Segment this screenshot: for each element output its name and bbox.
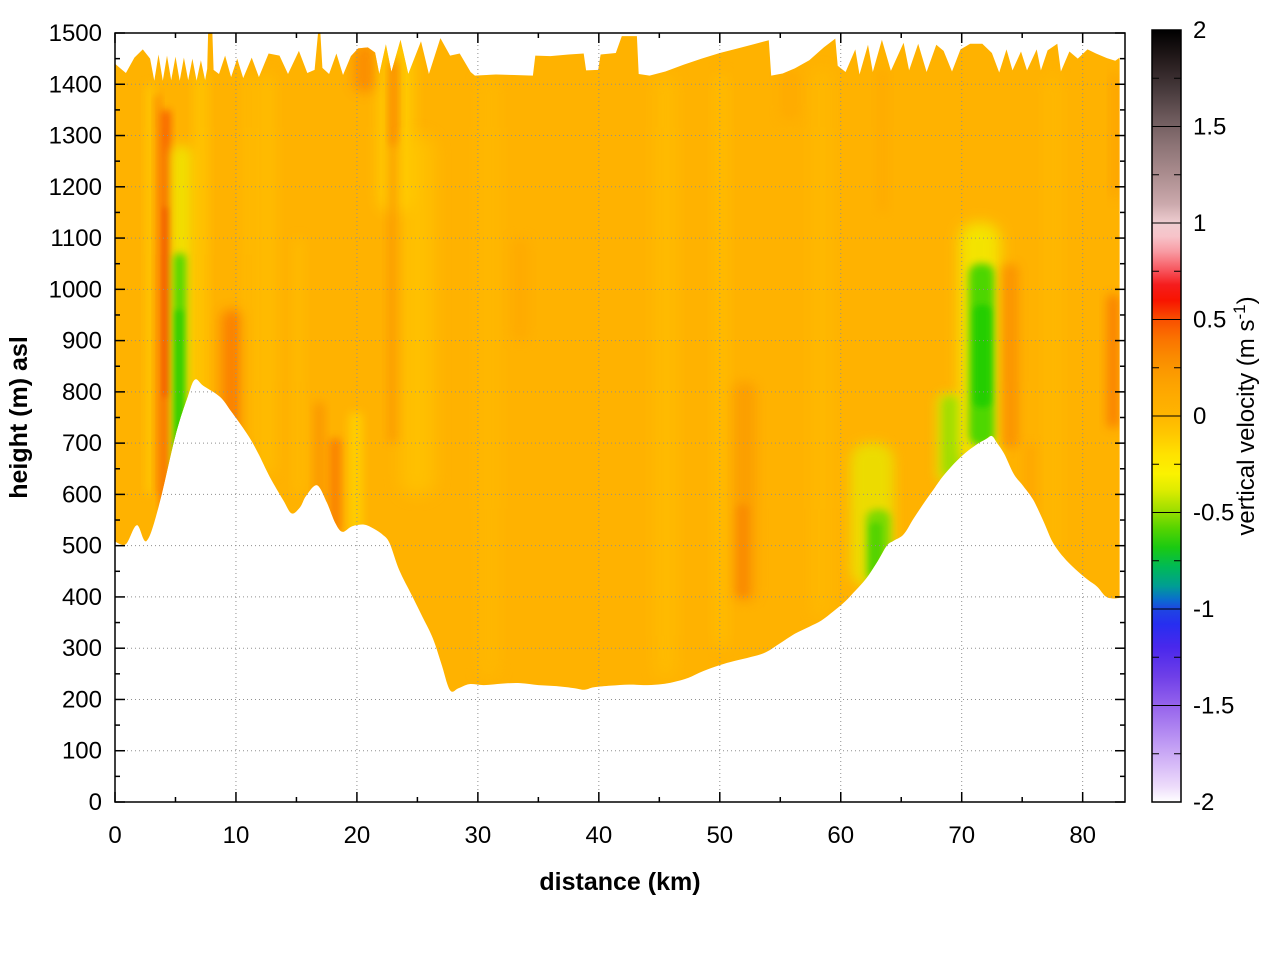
anomaly-red-core-4km xyxy=(163,207,169,397)
x-tick-label: 30 xyxy=(465,822,492,849)
y-tick-label: 100 xyxy=(62,738,102,765)
anomaly-orange-blob-10km xyxy=(221,309,243,459)
anomaly-yellow-band-3km xyxy=(146,84,155,495)
grid-lines xyxy=(115,33,1125,802)
anomaly-yellow-band-12km xyxy=(257,74,275,474)
colorbar-tick-label: -1.5 xyxy=(1193,693,1234,720)
anomaly-orange-streak-74km xyxy=(1001,263,1019,449)
anomaly-orange-column-23km xyxy=(388,56,400,444)
y-tick-label: 1500 xyxy=(49,20,102,47)
x-tick-label: 0 xyxy=(108,822,121,849)
anomaly-orange-band-63km-top xyxy=(877,68,888,213)
anomaly-orange-streak-17km xyxy=(314,402,325,515)
colorbar-tick-label: 2 xyxy=(1193,17,1206,44)
anomaly-yellow-band-20km xyxy=(349,412,362,536)
y-tick-label: 1300 xyxy=(49,123,102,150)
y-tick-label: 0 xyxy=(89,789,102,816)
y-tick-label: 300 xyxy=(62,635,102,662)
anomaly-lee-green-core-72km xyxy=(973,304,991,408)
x-tick-label: 20 xyxy=(344,822,371,849)
anomaly-orange-column-core-23km xyxy=(389,63,397,146)
anomaly-yellow-band-45km xyxy=(654,74,677,679)
colorbar-tick-label: 1 xyxy=(1193,210,1206,237)
anomaly-orange-cap-blob-20km xyxy=(353,44,378,92)
axis-tick-labels: 0 10 20 30 40 50 60 70 8001002003004005006007008… xyxy=(49,20,1096,849)
anomaly-yellow-band-58km xyxy=(811,68,832,618)
anomaly-right-edge-orange-blob xyxy=(1106,294,1120,428)
anomaly-orange-core-52km xyxy=(736,504,749,597)
anomaly-yellow-band-11km xyxy=(243,74,253,444)
x-tick-label: 80 xyxy=(1069,822,1096,849)
x-tick-label: 40 xyxy=(585,822,612,849)
x-tick-label: 10 xyxy=(223,822,250,849)
anomaly-yellow-band-15km xyxy=(294,238,304,495)
anomaly-yellow-band-7km xyxy=(194,74,207,474)
anomaly-green-core-5km xyxy=(175,309,183,449)
x-tick-label: 60 xyxy=(827,822,854,849)
y-tick-label: 800 xyxy=(62,379,102,406)
colorbar-tick-label: -1 xyxy=(1193,596,1214,623)
colorbar-tick-label: -2 xyxy=(1193,789,1214,816)
y-axis-title: height (m) asl xyxy=(5,336,33,499)
heatmap-field xyxy=(115,33,1120,692)
anomaly-orange-tail-10km xyxy=(226,443,239,515)
colorbar-tick-label: 0 xyxy=(1193,403,1206,430)
y-tick-label: 1100 xyxy=(50,225,102,252)
anomaly-orange-band-55km xyxy=(780,68,800,121)
axis-ticks xyxy=(114,32,1125,803)
anomaly-green-core-63km xyxy=(869,522,882,577)
y-tick-label: 1400 xyxy=(49,71,102,98)
y-tick-label: 700 xyxy=(62,430,102,457)
y-tick-label: 900 xyxy=(62,328,102,355)
x-axis-title: distance (km) xyxy=(539,868,700,896)
anomaly-orange-flank-3km xyxy=(154,94,161,495)
anomaly-orange-smudge-33km xyxy=(511,238,529,341)
x-tick-label: 50 xyxy=(706,822,733,849)
colorbar-tick-label: 1.5 xyxy=(1193,114,1226,141)
colorbar-tick-label: -0.5 xyxy=(1193,500,1234,527)
y-tick-label: 500 xyxy=(62,533,102,560)
colorbar: 2 1.5 1 0.5 0 -0.5 -1 -1.5 -2 vertical velocity (… xyxy=(1151,17,1260,816)
colorbar-title: vertical velocity (m s-1) xyxy=(1230,296,1260,535)
anomaly-yellow-region-25km xyxy=(400,135,435,495)
anomaly-green-streak-69km xyxy=(942,396,961,477)
anomaly-yellow-band-77km xyxy=(1043,74,1061,567)
anomaly-yellow-band-31km xyxy=(477,74,500,679)
colorbar-tick-label: 0.5 xyxy=(1193,307,1226,334)
y-tick-label: 1000 xyxy=(49,276,102,303)
x-tick-label: 70 xyxy=(948,822,975,849)
y-tick-label: 1200 xyxy=(49,174,102,201)
anomaly-yellow-band-50km xyxy=(714,74,728,649)
y-tick-label: 400 xyxy=(62,584,102,611)
anomaly-orange-streak-18km xyxy=(329,438,342,533)
y-tick-label: 600 xyxy=(62,481,102,508)
y-tick-label: 200 xyxy=(62,686,102,713)
anomaly-orange-smudge-75km xyxy=(1024,443,1037,515)
